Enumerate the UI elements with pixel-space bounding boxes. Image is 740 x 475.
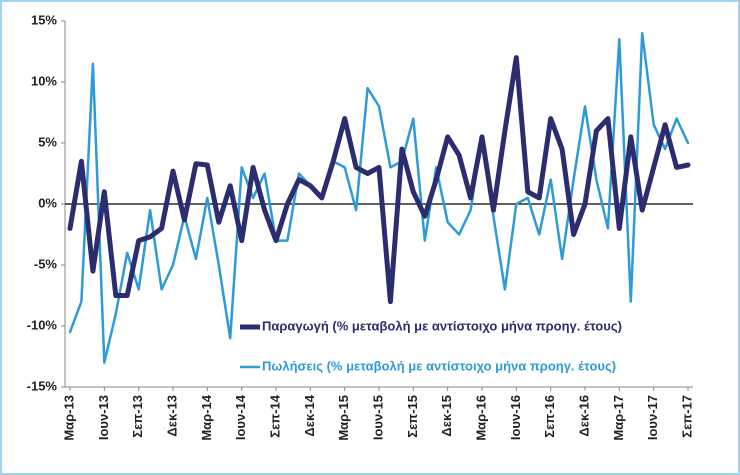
x-tick-label: Μαρ-17: [611, 395, 626, 441]
y-tick-label: -10%: [27, 317, 58, 332]
x-tick-label: Μαρ-16: [473, 395, 488, 441]
x-tick-label: Μαρ-13: [61, 395, 76, 441]
y-tick-label: 10%: [31, 73, 57, 88]
x-tick-label: Σεπ-17: [679, 395, 694, 438]
x-tick-label: Σεπ-14: [267, 394, 282, 437]
series-line: [68, 31, 690, 364]
x-tick-label: Ιουν-16: [508, 395, 523, 440]
x-tick-label: Δεκ-16: [576, 395, 591, 437]
series-line: [67, 55, 691, 305]
x-tick-label: Ιουν-13: [96, 395, 111, 440]
x-tick-label: Σεπ-15: [405, 395, 420, 438]
y-tick-label: 5%: [38, 134, 57, 149]
x-tick-label: Σεπ-13: [130, 395, 145, 438]
x-tick-label: Ιουν-15: [370, 395, 385, 440]
legend-label: Παραγωγή (% μεταβολή με αντίστοιχο μήνα …: [262, 318, 622, 333]
y-tick-label: -5%: [34, 256, 58, 271]
x-tick-label: Δεκ-15: [439, 395, 454, 437]
x-tick-label: Μαρ-15: [336, 395, 351, 441]
x-tick-label: Μαρ-14: [199, 394, 214, 440]
y-tick-label: 0%: [38, 195, 57, 210]
legend-label: Πωλήσεις (% μεταβολή με αντίστοιχο μήνα …: [262, 358, 616, 373]
x-tick-label: Ιουν-17: [645, 395, 660, 440]
y-tick-label: 15%: [31, 12, 57, 27]
x-tick-label: Ιουν-14: [233, 394, 248, 440]
x-tick-label: Δεκ-13: [164, 395, 179, 437]
y-tick-label: -15%: [27, 378, 58, 393]
x-tick-label: Δεκ-14: [302, 394, 317, 436]
x-tick-label: Σεπ-16: [542, 395, 557, 438]
